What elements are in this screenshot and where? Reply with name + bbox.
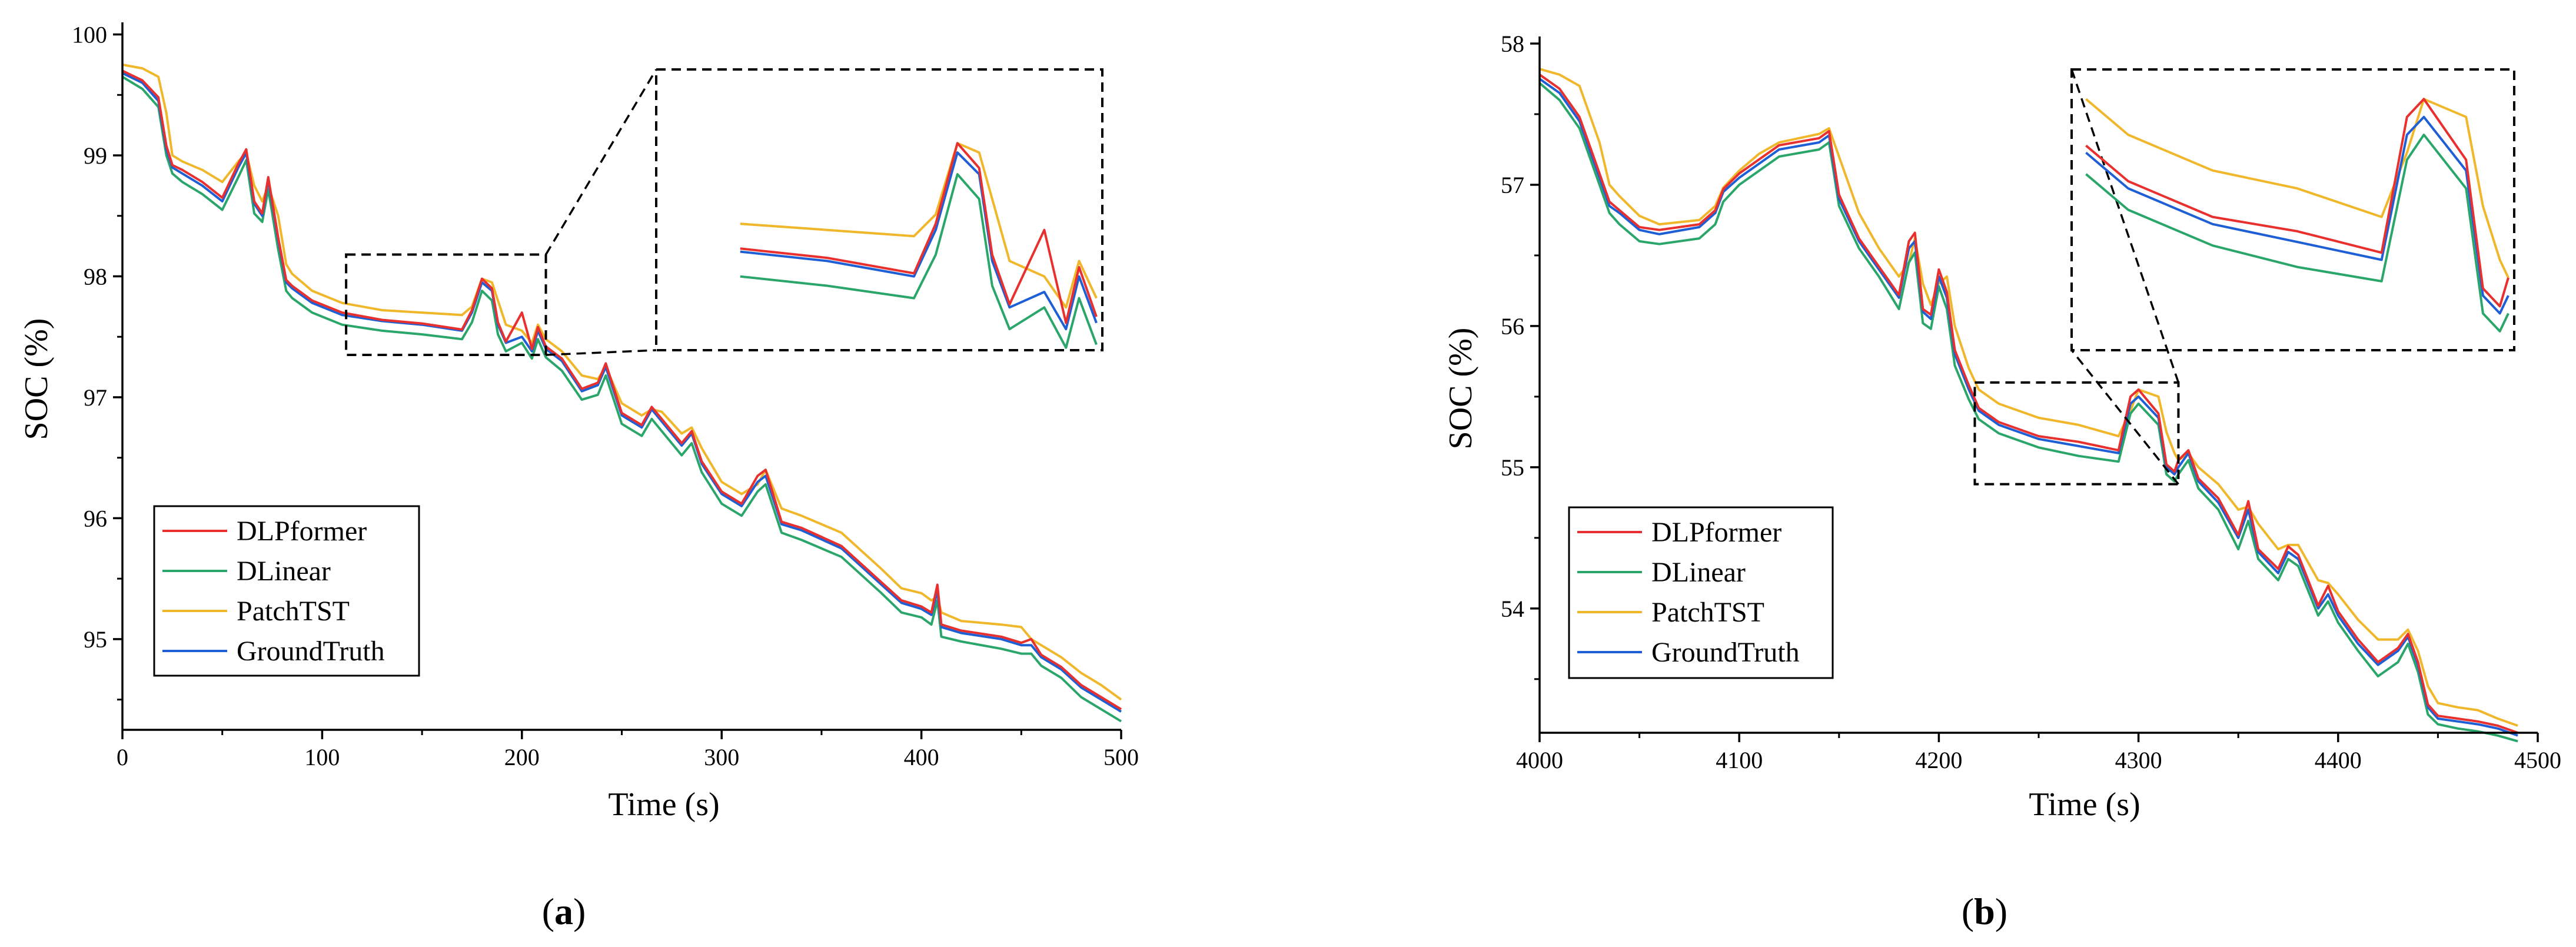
zoom-source-box (345, 253, 547, 357)
inset-line-groundtruth (2085, 115, 2509, 315)
inset-line-dlinear (740, 173, 1098, 349)
axes: 4000 4100 4200 4300 4400 4500 54 55 56 57 58 (1501, 31, 2561, 773)
y-tick-label: 58 (1501, 31, 1524, 57)
legend-label-patchtst: PatchTST (237, 596, 350, 627)
inset-zoom-lines (2085, 98, 2509, 333)
panel-label-a: (a) (542, 890, 586, 932)
y-tick-label: 54 (1501, 596, 1524, 622)
zoom-inset-frame (2070, 68, 2515, 351)
x-tick-label: 4200 (1915, 747, 1962, 773)
inset-line-dlpformer (2085, 98, 2509, 308)
x-tick-label: 4500 (2514, 747, 2561, 773)
y-tick-label: 99 (84, 142, 107, 169)
legend-label-patchtst: PatchTST (1651, 597, 1764, 628)
series-layer (1538, 68, 2518, 743)
y-tick-label: 56 (1501, 313, 1524, 340)
inset-line-dlinear (2085, 134, 2509, 333)
inset-line-patchtst (2085, 98, 2509, 278)
x-tick-label: 300 (704, 744, 739, 770)
axes: 0 100 200 300 400 500 95 96 97 98 99 100 (72, 22, 1139, 770)
zoom-connector-bottom (546, 349, 657, 356)
series-layer (121, 63, 1122, 723)
legend-label-dlinear: DLinear (1651, 557, 1746, 588)
zoom-connector-bottom (2070, 349, 2179, 485)
inset-zoom-box (345, 68, 1103, 357)
x-tick-label: 4400 (2315, 747, 2362, 773)
x-tick-label: 4100 (1716, 747, 1763, 773)
series-line-patchtst (1539, 68, 2518, 727)
zoom-inset-frame (655, 68, 1103, 351)
y-tick-label: 100 (72, 22, 107, 48)
zoom-connector-top (545, 69, 657, 255)
inset-zoom-lines (740, 142, 1098, 349)
legend-label-groundtruth: GroundTruth (1651, 637, 1800, 668)
x-tick-label: 4000 (1516, 747, 1563, 773)
chart-panel-b: 4000 4100 4200 4300 4400 4500 54 55 56 57 58 Time … (1442, 31, 2561, 932)
legend-box (1568, 506, 1834, 679)
chart-panel-a: 0 100 200 300 400 500 95 96 97 98 99 100 Time (s) S… (18, 22, 1139, 932)
legend-label-groundtruth: GroundTruth (237, 636, 385, 667)
inset-zoom-box (1973, 68, 2515, 486)
inset-line-dlpformer (740, 142, 1098, 324)
series-line-dlinear (1538, 82, 2518, 743)
zoom-source-box (1973, 381, 2180, 486)
y-axis-title: SOC (%) (18, 318, 55, 440)
x-tick-label: 500 (1103, 744, 1139, 770)
series-line-groundtruth (1538, 78, 2518, 737)
x-axis-title: Time (s) (608, 786, 719, 823)
y-axis-title: SOC (%) (1442, 328, 1479, 450)
inset-line-patchtst (740, 142, 1098, 309)
legend: DLPformer DLinear PatchTST GroundTruth (1568, 506, 1834, 679)
panel-label-b: (b) (1962, 890, 2007, 932)
y-tick-label: 95 (84, 626, 107, 653)
x-axis-title: Time (s) (2029, 786, 2140, 823)
x-tick-label: 0 (117, 744, 128, 770)
x-tick-label: 400 (904, 744, 939, 770)
panel-letter-b: b (1974, 890, 1995, 932)
y-tick-label: 97 (84, 384, 107, 411)
panel-letter-a: a (554, 890, 573, 932)
series-line-dlpformer (1538, 74, 2518, 734)
legend-label-dlpformer: DLPformer (237, 516, 367, 547)
series-line-dlinear (121, 75, 1122, 723)
series-line-dlpformer (122, 69, 1122, 710)
zoom-connector-top (2070, 69, 2180, 383)
y-tick-label: 55 (1501, 454, 1524, 481)
y-tick-label: 57 (1501, 172, 1524, 198)
legend-label-dlinear: DLinear (237, 556, 331, 587)
x-tick-label: 200 (504, 744, 540, 770)
y-tick-label: 98 (84, 263, 107, 290)
x-tick-label: 4300 (2115, 747, 2162, 773)
legend-label-dlpformer: DLPformer (1651, 517, 1781, 548)
x-tick-label: 100 (304, 744, 340, 770)
legend-box (153, 505, 420, 677)
y-tick-label: 96 (84, 505, 107, 531)
legend: DLPformer DLinear PatchTST GroundTruth (153, 505, 420, 677)
